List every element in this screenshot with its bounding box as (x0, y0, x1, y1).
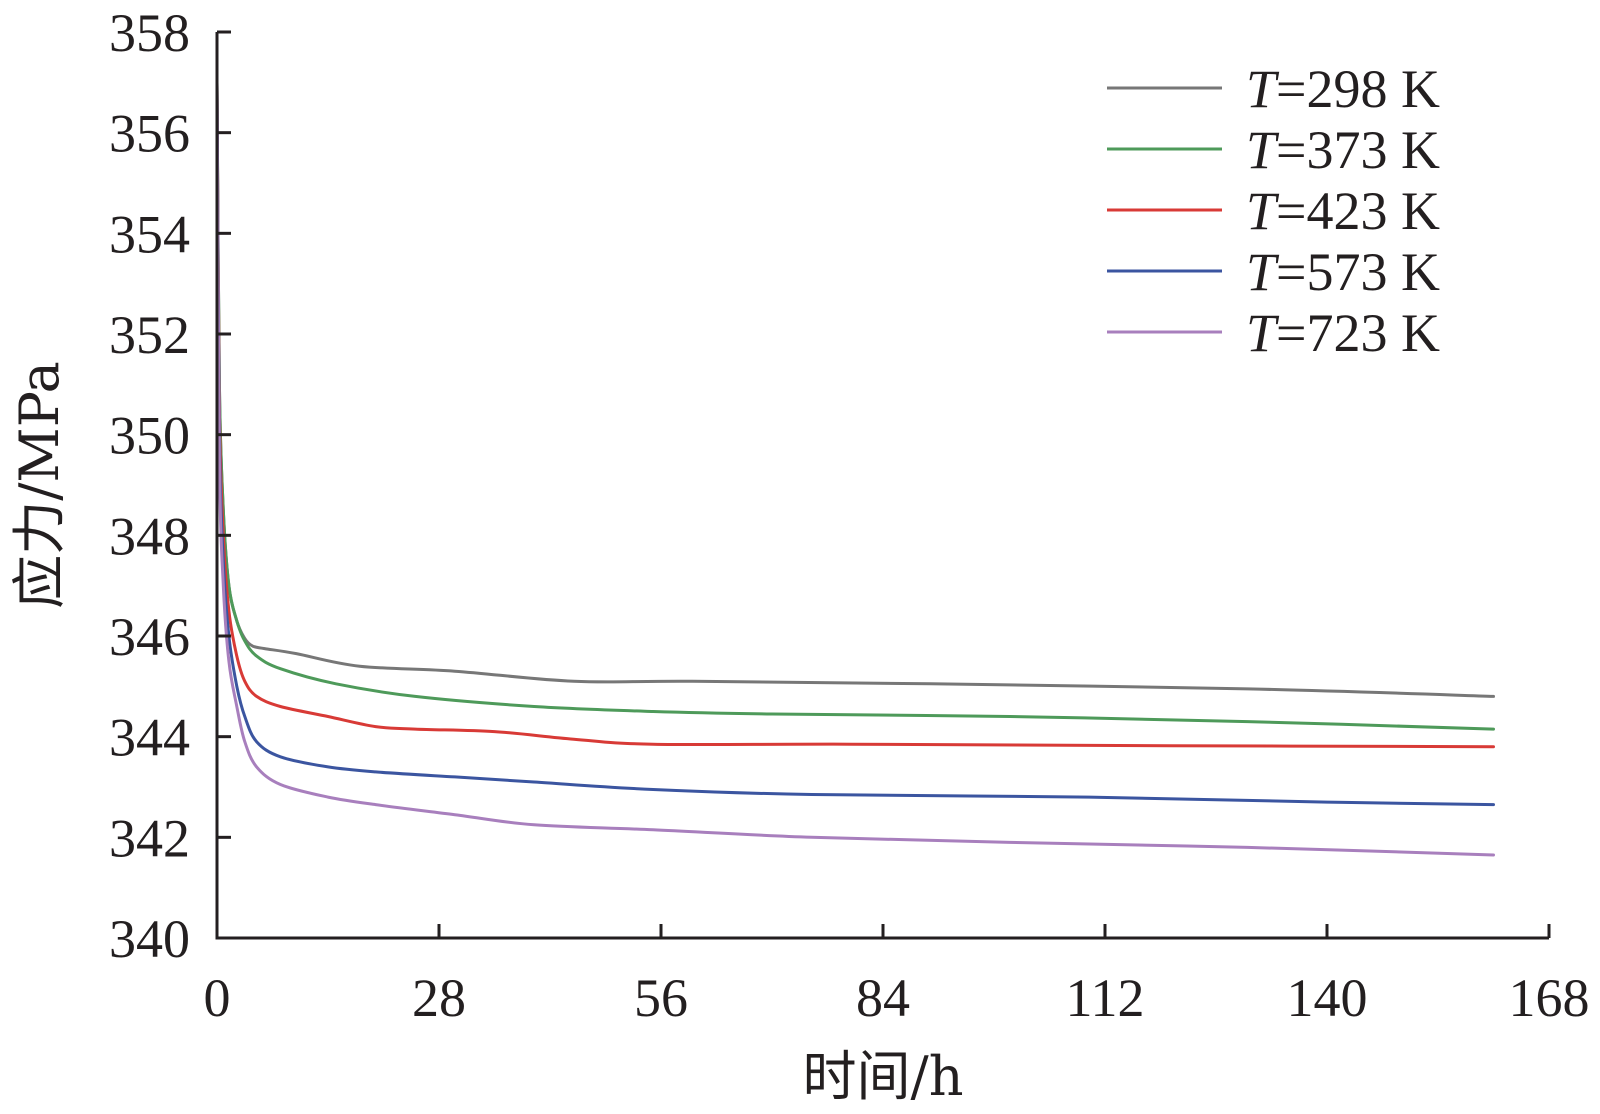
legend-label-3: T=423 K (1246, 181, 1440, 241)
series-line-5 (215, 80, 1495, 857)
x-tick-label: 84 (856, 968, 910, 1028)
legend-label-5: T=723 K (1246, 303, 1440, 363)
x-ticks: 0 28 56 84 112 140 168 (204, 924, 1590, 1028)
legend-label-variable: T (1246, 120, 1280, 180)
y-tick-label: 350 (109, 406, 190, 466)
legend-label-variable: T (1246, 59, 1280, 119)
y-tick-label: 346 (109, 607, 190, 667)
y-ticks: 340 342 344 346 348 350 352 354 356 358 (109, 3, 231, 969)
legend-label-value: =723 K (1276, 303, 1440, 363)
x-tick-label: 28 (412, 968, 466, 1028)
legend-label-value: =373 K (1276, 120, 1440, 180)
legend-label-2: T=373 K (1246, 120, 1440, 180)
legend-label-value: =298 K (1276, 59, 1440, 119)
x-tick-label: 56 (634, 968, 688, 1028)
x-tick-label: 0 (204, 968, 231, 1028)
legend-label-variable: T (1246, 181, 1280, 241)
legend-label-variable: T (1246, 303, 1280, 363)
legend: T=298 KT=373 KT=423 KT=573 KT=723 K (1107, 59, 1440, 363)
y-tick-label: 348 (109, 506, 190, 566)
x-tick-label: 168 (1509, 968, 1590, 1028)
y-tick-label: 342 (109, 808, 190, 868)
y-tick-label: 352 (109, 305, 190, 365)
y-tick-label: 356 (109, 104, 190, 164)
legend-label-value: =423 K (1276, 181, 1440, 241)
legend-label-variable: T (1246, 242, 1280, 302)
legend-label-4: T=573 K (1246, 242, 1440, 302)
x-axis-title: 时间/h (803, 1045, 964, 1108)
y-axis-title: 应力/MPa (8, 361, 71, 609)
y-tick-label: 358 (109, 3, 190, 63)
y-tick-label: 344 (109, 708, 190, 768)
legend-label-1: T=298 K (1246, 59, 1440, 119)
y-tick-label: 340 (109, 909, 190, 969)
y-tick-label: 354 (109, 204, 190, 264)
x-tick-label: 140 (1287, 968, 1368, 1028)
legend-label-value: =573 K (1276, 242, 1440, 302)
x-tick-label: 112 (1066, 968, 1145, 1028)
